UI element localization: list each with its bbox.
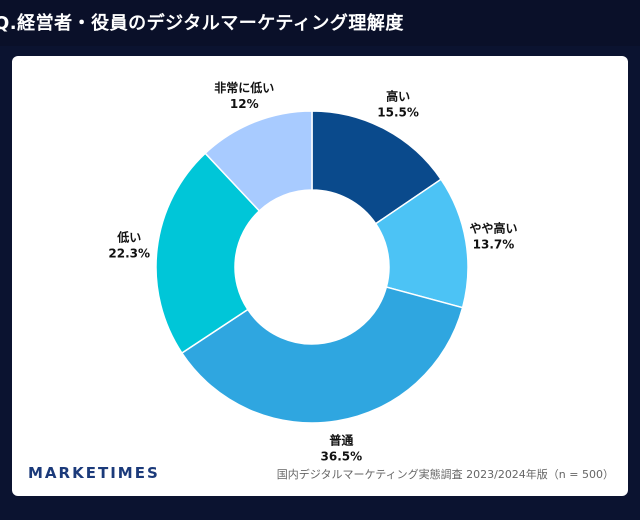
slice-3	[180, 286, 464, 424]
slice-label-category: 高い	[386, 88, 410, 103]
slice-label-category: 非常に低い	[214, 80, 274, 95]
slice-label-value: 22.3%	[108, 247, 150, 261]
title-bar: Q.経営者・役員のデジタルマーケティング理解度	[0, 0, 640, 46]
slice-label-value: 12%	[230, 97, 259, 111]
slice-label-value: 36.5%	[321, 450, 363, 464]
donut-chart: 高い 15.5% やや高い 13.7% 普通 36.5% 低い 22.3% 非常に低い 12%	[108, 80, 517, 464]
slice-4	[155, 152, 261, 355]
slice-label-value: 13.7%	[473, 238, 515, 252]
chart-card: 高い 15.5% やや高い 13.7% 普通 36.5% 低い 22.3% 非常に低い 12% M…	[12, 56, 628, 496]
source-note: 国内デジタルマーケティング実態調査 2023/2024年版（n = 500）	[276, 468, 614, 481]
brand-logo: MARKETIMES	[28, 464, 160, 482]
slice-label-category: やや高い	[469, 221, 517, 236]
chart-title: Q.経営者・役員のデジタルマーケティング理解度	[0, 13, 404, 34]
slice-5	[204, 110, 313, 212]
slice-label-category: 低い	[116, 230, 141, 245]
slice-label-value: 15.5%	[377, 105, 419, 119]
slice-label-category: 普通	[329, 433, 353, 448]
